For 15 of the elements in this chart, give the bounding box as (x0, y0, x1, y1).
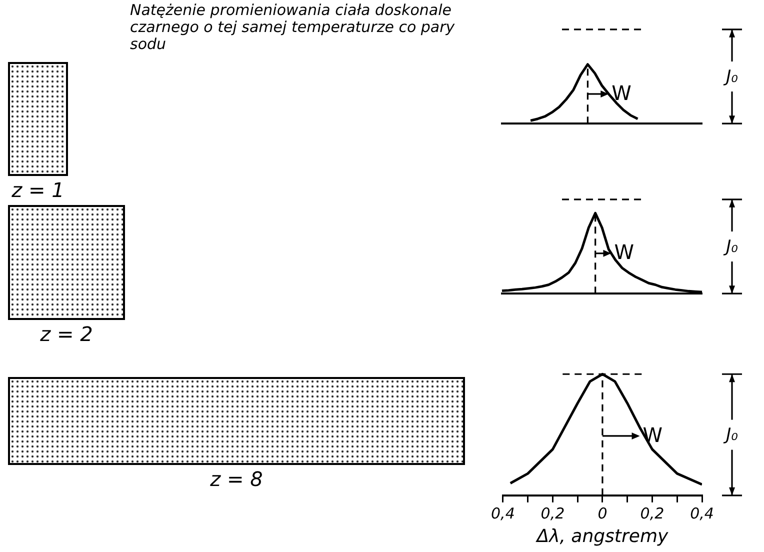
x-tick-label: 0,4 (491, 504, 515, 522)
annotation: W (614, 240, 634, 264)
x-tick-label: 0 (598, 504, 608, 522)
x-tick-label: 0,4 (690, 504, 714, 522)
text: Natężenie promieniowania ciała doskonale czarnego o tej samej temperaturze co pary sodu (130, 1, 456, 53)
text: z = 2 (39, 322, 94, 346)
text: z = 8 (209, 467, 264, 491)
text: z = 1 (10, 178, 66, 202)
legend-label: J₀ (722, 236, 739, 258)
annotation: W (612, 80, 632, 105)
x-tick-label: 0,2 (540, 504, 565, 522)
legend-label: J₀ (722, 66, 739, 88)
x-tick-label: 0,2 (640, 504, 664, 522)
ref-line-label: J₀ (722, 424, 739, 447)
x-axis-title: Δλ, angstremy (534, 526, 668, 547)
